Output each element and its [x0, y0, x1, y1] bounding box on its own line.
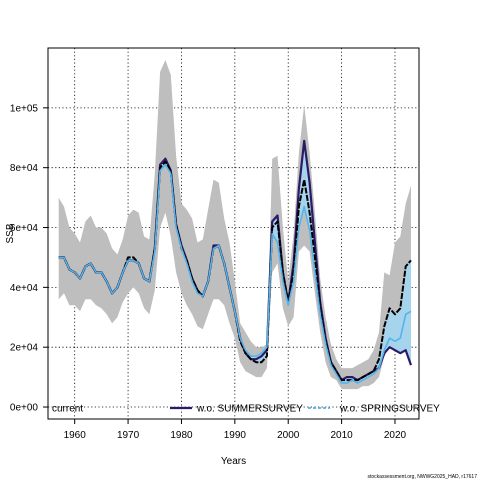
plot-frame: [47, 47, 420, 420]
legend-label-summersurvey: w.o. SUMMERSURVEY: [196, 404, 303, 415]
x-tick-label-2000: 2000: [277, 430, 300, 441]
axes-group: 1960 1970 1980 1990 2000 2010 2020 0e+00 2e+04 4e…: [10, 47, 420, 441]
x-axis-title: Years: [221, 456, 246, 467]
x-tick-label-1990: 1990: [224, 430, 247, 441]
legend-label-current: current: [52, 404, 83, 415]
y-tick-label-100000: 1e+05: [10, 103, 39, 114]
legend-label-springsurvey: w.o. SPRINGSURVEY: [339, 404, 440, 415]
series-lines-group: [58, 139, 413, 384]
x-tick-label-1970: 1970: [117, 430, 140, 441]
y-tick-label-60000: 6e+04: [10, 223, 39, 234]
x-tick-label-1960: 1960: [64, 430, 87, 441]
legend: current w.o. SUMMERSURVEY w.o. SPRINGSUR…: [52, 404, 440, 415]
source-credit: stockassessment.org, NWWG2025_HAD, r1761…: [368, 474, 478, 480]
x-tick-label-2020: 2020: [384, 430, 407, 441]
y-tick-label-40000: 4e+04: [10, 283, 39, 294]
y-tick-label-0: 0e+00: [10, 403, 39, 414]
y-tick-label-20000: 2e+04: [10, 343, 39, 354]
x-tick-label-1980: 1980: [170, 430, 193, 441]
x-tick-label-2010: 2010: [330, 430, 353, 441]
y-tick-label-80000: 8e+04: [10, 163, 39, 174]
confidence-band: [58, 60, 411, 390]
series-line-springsurvey: [58, 163, 412, 384]
y-axis-title: SSB: [5, 223, 16, 243]
